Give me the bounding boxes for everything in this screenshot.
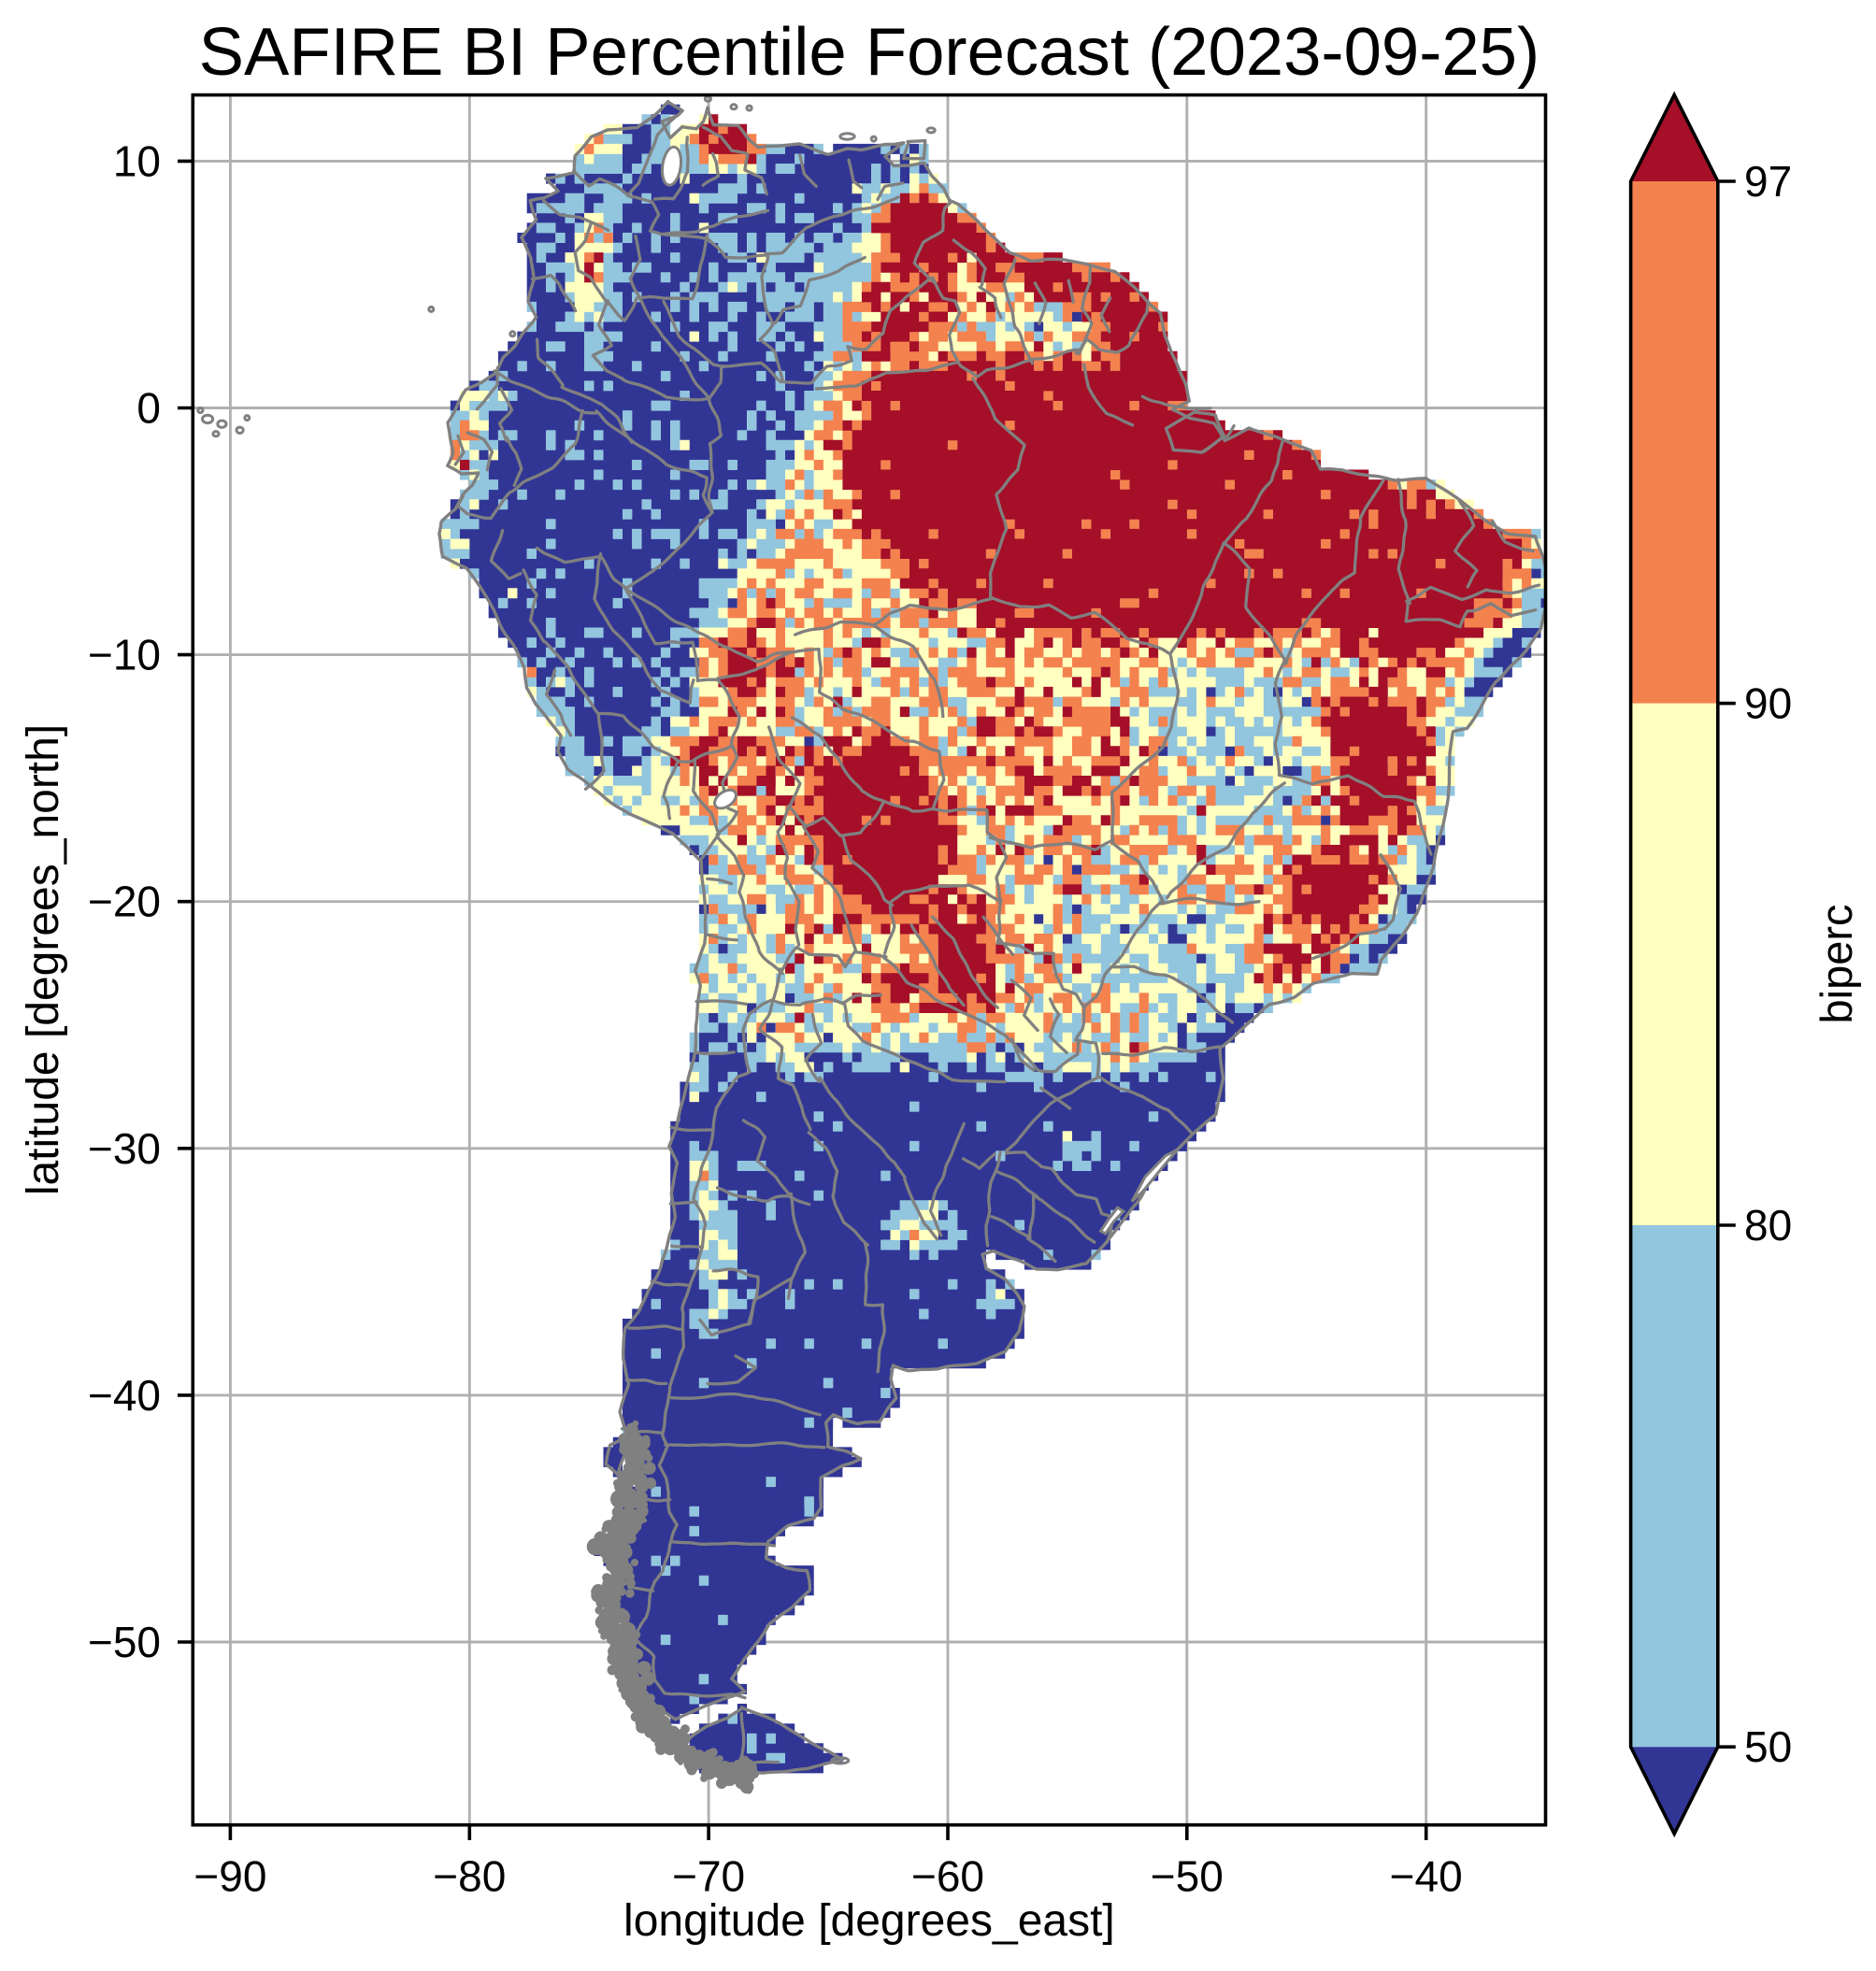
svg-text:latitude [degrees_north]: latitude [degrees_north]	[19, 724, 68, 1195]
svg-text:longitude [degrees_east]: longitude [degrees_east]	[623, 1896, 1115, 1946]
svg-text:−70: −70	[672, 1852, 745, 1901]
svg-text:−90: −90	[193, 1852, 266, 1901]
svg-text:90: 90	[1744, 679, 1792, 728]
svg-text:−50: −50	[1151, 1852, 1224, 1901]
svg-text:SAFIRE BI Percentile Forecast: SAFIRE BI Percentile Forecast (2023-09-2…	[199, 14, 1540, 90]
svg-text:0: 0	[136, 384, 161, 433]
svg-text:−40: −40	[1390, 1852, 1463, 1901]
svg-text:−60: −60	[911, 1852, 984, 1901]
svg-text:−80: −80	[433, 1852, 506, 1901]
svg-text:biperc: biperc	[1812, 904, 1861, 1023]
svg-text:50: 50	[1744, 1722, 1792, 1771]
svg-text:10: 10	[113, 136, 161, 185]
svg-text:−30: −30	[88, 1124, 161, 1173]
svg-text:97: 97	[1744, 157, 1792, 206]
svg-text:−20: −20	[88, 878, 161, 926]
svg-text:−50: −50	[88, 1618, 161, 1666]
svg-text:−40: −40	[88, 1371, 161, 1420]
svg-text:80: 80	[1744, 1201, 1792, 1250]
svg-text:−10: −10	[88, 631, 161, 679]
